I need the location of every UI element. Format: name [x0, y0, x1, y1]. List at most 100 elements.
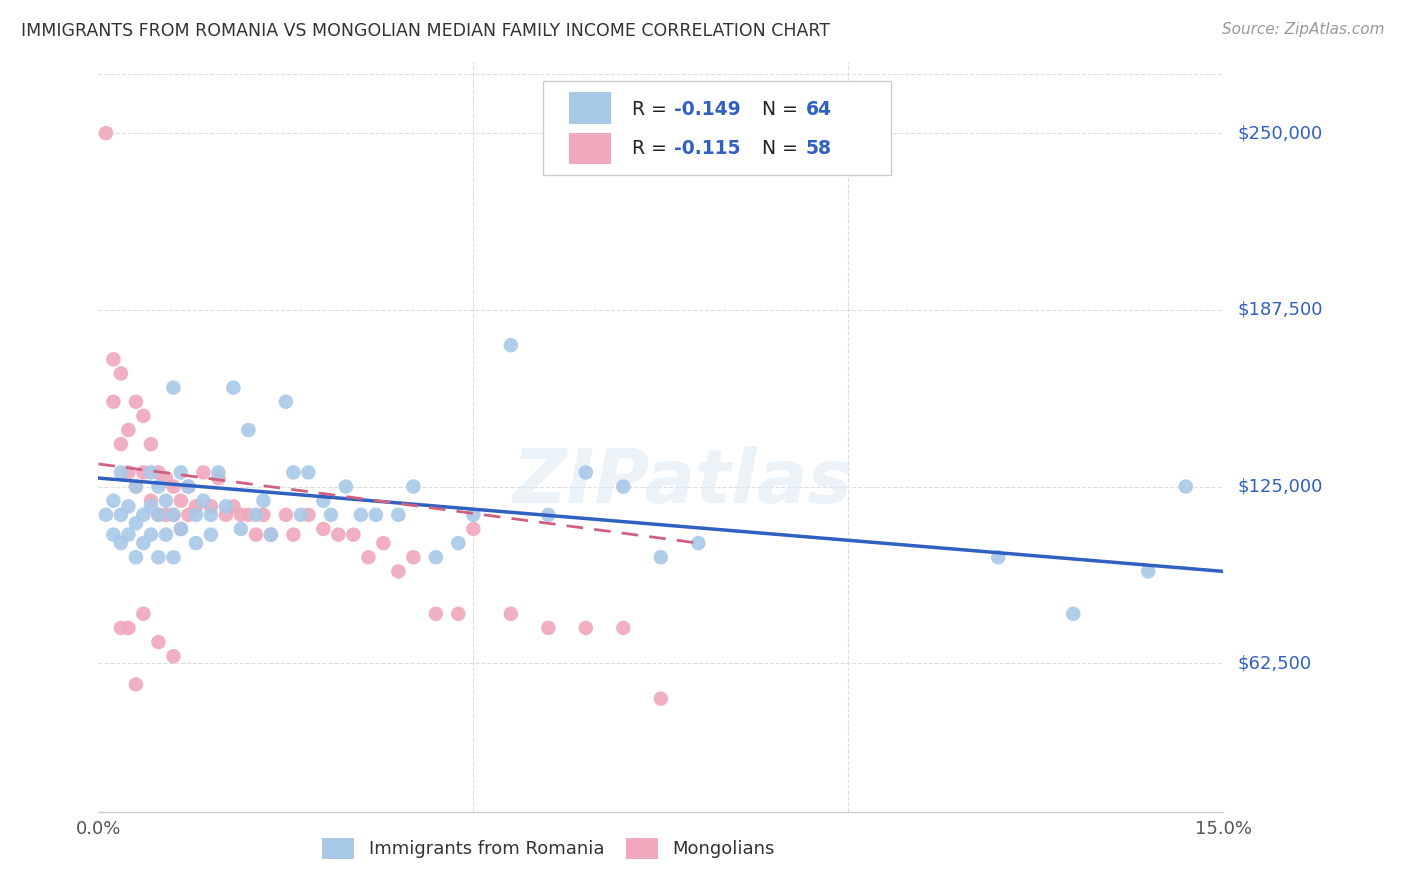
Point	[328, 527, 350, 541]
Point	[274, 394, 297, 409]
Point	[373, 536, 395, 550]
Point	[148, 550, 170, 565]
Text: -0.115: -0.115	[675, 139, 741, 158]
Point	[357, 550, 380, 565]
Text: 58: 58	[806, 139, 832, 158]
Point	[575, 466, 598, 480]
Point	[103, 352, 125, 367]
Point	[148, 508, 170, 522]
Point	[402, 479, 425, 493]
Point	[387, 508, 409, 522]
Point	[117, 527, 139, 541]
Point	[499, 607, 522, 621]
Bar	[568, 92, 612, 124]
FancyBboxPatch shape	[543, 81, 891, 175]
Point	[297, 508, 319, 522]
Point	[283, 527, 305, 541]
Point	[447, 536, 470, 550]
Point	[132, 607, 155, 621]
Point	[110, 466, 132, 480]
Point	[132, 409, 155, 423]
Point	[177, 479, 200, 493]
Point	[94, 508, 117, 522]
Point	[447, 607, 470, 621]
Point	[139, 500, 162, 514]
Point	[260, 527, 283, 541]
Point	[103, 493, 125, 508]
Point	[215, 500, 238, 514]
Point	[612, 621, 634, 635]
Point	[402, 550, 425, 565]
Point	[162, 508, 184, 522]
Text: ZIPatlas: ZIPatlas	[513, 445, 853, 518]
Point	[125, 516, 148, 531]
Point	[537, 621, 560, 635]
Point	[335, 479, 357, 493]
Text: N =: N =	[749, 139, 804, 158]
Point	[1174, 479, 1197, 493]
Text: R =: R =	[631, 100, 672, 119]
Point	[162, 550, 184, 565]
Point	[319, 508, 342, 522]
Point	[125, 479, 148, 493]
Point	[193, 493, 215, 508]
Point	[200, 527, 222, 541]
Point	[260, 527, 283, 541]
Point	[103, 394, 125, 409]
Text: $187,500: $187,500	[1237, 301, 1323, 318]
Point	[650, 691, 672, 706]
Point	[238, 508, 260, 522]
Point	[274, 508, 297, 522]
Point	[207, 466, 229, 480]
Point	[537, 508, 560, 522]
Point	[1137, 565, 1160, 579]
Point	[215, 508, 238, 522]
Point	[162, 381, 184, 395]
Text: IMMIGRANTS FROM ROMANIA VS MONGOLIAN MEDIAN FAMILY INCOME CORRELATION CHART: IMMIGRANTS FROM ROMANIA VS MONGOLIAN MED…	[21, 22, 830, 40]
Point	[117, 466, 139, 480]
Point	[125, 394, 148, 409]
Point	[342, 527, 364, 541]
Point	[612, 479, 634, 493]
Point	[184, 508, 207, 522]
Point	[139, 493, 162, 508]
Point	[463, 522, 485, 536]
Point	[103, 527, 125, 541]
Point	[139, 466, 162, 480]
Point	[245, 527, 267, 541]
Text: 64: 64	[806, 100, 832, 119]
Point	[229, 508, 252, 522]
Point	[117, 621, 139, 635]
Text: -0.149: -0.149	[675, 100, 741, 119]
Point	[170, 466, 193, 480]
Point	[162, 479, 184, 493]
Point	[125, 550, 148, 565]
Point	[222, 500, 245, 514]
Point	[350, 508, 373, 522]
Point	[170, 493, 193, 508]
Point	[110, 437, 132, 451]
Point	[177, 479, 200, 493]
Point	[312, 493, 335, 508]
Point	[1062, 607, 1084, 621]
Point	[650, 550, 672, 565]
Point	[110, 536, 132, 550]
Point	[252, 493, 274, 508]
Point	[238, 423, 260, 437]
Text: R =: R =	[631, 139, 672, 158]
Point	[125, 677, 148, 691]
Point	[200, 508, 222, 522]
Text: Source: ZipAtlas.com: Source: ZipAtlas.com	[1222, 22, 1385, 37]
Point	[110, 367, 132, 381]
Point	[155, 493, 177, 508]
Point	[132, 508, 155, 522]
Point	[387, 565, 409, 579]
Point	[364, 508, 387, 522]
Point	[245, 508, 267, 522]
Point	[155, 471, 177, 485]
Bar	[568, 133, 612, 164]
Point	[148, 508, 170, 522]
Point	[200, 500, 222, 514]
Point	[229, 522, 252, 536]
Point	[184, 500, 207, 514]
